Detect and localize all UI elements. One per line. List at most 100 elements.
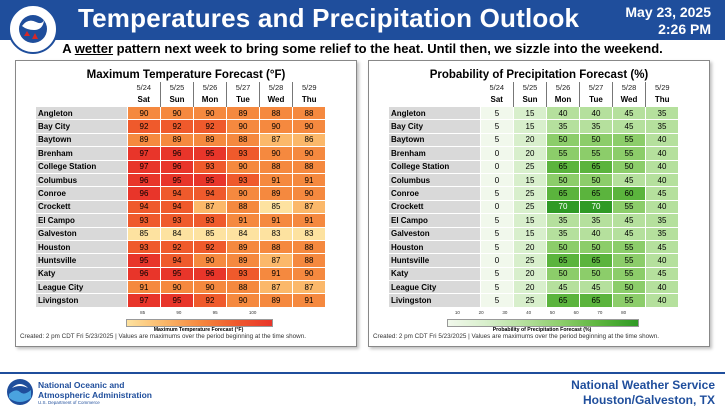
value-cell: 15 bbox=[513, 105, 547, 121]
colorbar-tick: 10 bbox=[454, 310, 460, 315]
value-cell: 92 bbox=[127, 119, 161, 134]
value-cell: 5 bbox=[480, 132, 514, 148]
value-cell: 25 bbox=[513, 199, 547, 215]
value-cell: 20 bbox=[513, 132, 547, 148]
value-cell: 5 bbox=[480, 239, 514, 255]
city-label: Katy bbox=[388, 266, 481, 282]
table-row: Galveston 85 84 85 84 83 83 bbox=[35, 226, 326, 241]
value-cell: 15 bbox=[513, 213, 547, 228]
value-cell: 25 bbox=[513, 253, 547, 268]
column-date: 5/24 bbox=[480, 82, 514, 94]
column-day: Tue bbox=[579, 94, 613, 107]
nws-logo bbox=[8, 4, 58, 54]
value-cell: 90 bbox=[193, 253, 227, 268]
column-date: 5/26 bbox=[193, 82, 227, 94]
city-label: Katy bbox=[35, 266, 128, 282]
value-cell: 93 bbox=[127, 239, 161, 255]
value-cell: 15 bbox=[513, 226, 547, 241]
value-cell: 45 bbox=[612, 172, 646, 188]
value-cell: 55 bbox=[579, 146, 613, 161]
value-cell: 89 bbox=[226, 105, 260, 121]
noaa-department: U.S. Department of Commerce bbox=[38, 400, 100, 405]
table-row: Baytown 5 20 50 50 55 40 bbox=[388, 132, 679, 148]
value-cell: 87 bbox=[292, 280, 326, 295]
value-cell: 92 bbox=[193, 239, 227, 255]
city-label: Brenham bbox=[35, 146, 128, 161]
city-label: El Campo bbox=[35, 213, 128, 228]
city-label: Huntsville bbox=[35, 253, 128, 268]
value-cell: 50 bbox=[612, 159, 646, 174]
column-day: Wed bbox=[259, 94, 293, 107]
value-cell: 40 bbox=[645, 172, 679, 188]
table-row: College Station 97 96 93 90 88 88 bbox=[35, 159, 326, 174]
value-cell: 91 bbox=[292, 293, 326, 308]
temperature-colorbar-label: Maximum Temperature Forecast (°F) bbox=[153, 327, 244, 333]
colorbar-tick: 85 bbox=[140, 310, 146, 315]
table-row: Columbus 0 15 50 50 45 40 bbox=[388, 172, 679, 188]
table-row: Bay City 5 15 35 35 45 35 bbox=[388, 119, 679, 134]
value-cell: 85 bbox=[259, 199, 293, 215]
value-cell: 0 bbox=[480, 172, 514, 188]
temperature-colorbar bbox=[126, 319, 273, 327]
value-cell: 93 bbox=[193, 159, 227, 174]
value-cell: 94 bbox=[160, 199, 194, 215]
city-label: Huntsville bbox=[388, 253, 481, 268]
value-cell: 35 bbox=[546, 226, 580, 241]
column-date: 5/27 bbox=[579, 82, 613, 94]
noaa-line1: National Oceanic and bbox=[38, 380, 125, 390]
table-row: Houston 93 92 92 89 88 88 bbox=[35, 239, 326, 255]
value-cell: 40 bbox=[645, 159, 679, 174]
value-cell: 97 bbox=[127, 146, 161, 161]
value-cell: 50 bbox=[579, 172, 613, 188]
colorbar-tick: 50 bbox=[549, 310, 555, 315]
colorbar-tick: 30 bbox=[502, 310, 508, 315]
value-cell: 91 bbox=[292, 213, 326, 228]
value-cell: 87 bbox=[259, 280, 293, 295]
colorbar-tick: 90 bbox=[176, 310, 182, 315]
value-cell: 50 bbox=[546, 266, 580, 282]
value-cell: 45 bbox=[612, 105, 646, 121]
value-cell: 45 bbox=[612, 213, 646, 228]
value-cell: 89 bbox=[259, 293, 293, 308]
value-cell: 25 bbox=[513, 159, 547, 174]
table-row: El Campo 93 93 93 91 91 91 bbox=[35, 213, 326, 228]
value-cell: 93 bbox=[226, 146, 260, 161]
value-cell: 91 bbox=[259, 172, 293, 188]
value-cell: 15 bbox=[513, 119, 547, 134]
table-row: Conroe 96 94 94 90 89 90 bbox=[35, 186, 326, 201]
value-cell: 93 bbox=[160, 213, 194, 228]
precipitation-colorbar-label: Probability of Precipitation Forecast (%… bbox=[492, 327, 592, 333]
value-cell: 50 bbox=[546, 172, 580, 188]
colorbar-tick: 80 bbox=[621, 310, 627, 315]
value-cell: 65 bbox=[546, 293, 580, 308]
issue-date: May 23, 2025 bbox=[625, 4, 711, 20]
value-cell: 0 bbox=[480, 146, 514, 161]
value-cell: 5 bbox=[480, 186, 514, 201]
value-cell: 50 bbox=[546, 132, 580, 148]
city-label: Conroe bbox=[388, 186, 481, 201]
value-cell: 90 bbox=[292, 146, 326, 161]
precipitation-note: Created: 2 pm CDT Fri 5/23/2025 | Values… bbox=[373, 333, 659, 340]
column-day: Mon bbox=[546, 94, 580, 107]
city-label: Columbus bbox=[388, 172, 481, 188]
value-cell: 91 bbox=[259, 266, 293, 282]
value-cell: 90 bbox=[259, 146, 293, 161]
column-date: 5/29 bbox=[645, 82, 679, 94]
headline-pre: A bbox=[62, 41, 75, 56]
table-row: Houston 5 20 50 50 55 45 bbox=[388, 239, 679, 255]
precipitation-panel: Probability of Precipitation Forecast (%… bbox=[368, 60, 710, 347]
value-cell: 5 bbox=[480, 293, 514, 308]
table-row: Bay City 92 92 92 90 90 90 bbox=[35, 119, 326, 134]
nws-office-line1: National Weather Service bbox=[571, 378, 715, 392]
value-cell: 90 bbox=[226, 159, 260, 174]
value-cell: 93 bbox=[226, 266, 260, 282]
value-cell: 84 bbox=[226, 226, 260, 241]
value-cell: 94 bbox=[193, 186, 227, 201]
value-cell: 96 bbox=[193, 266, 227, 282]
temperature-panel: Maximum Temperature Forecast (°F) 5/24 5/… bbox=[15, 60, 357, 347]
headline-post: pattern next week to bring some relief t… bbox=[113, 41, 663, 56]
value-cell: 96 bbox=[127, 186, 161, 201]
value-cell: 88 bbox=[292, 253, 326, 268]
value-cell: 88 bbox=[259, 105, 293, 121]
value-cell: 20 bbox=[513, 280, 547, 295]
